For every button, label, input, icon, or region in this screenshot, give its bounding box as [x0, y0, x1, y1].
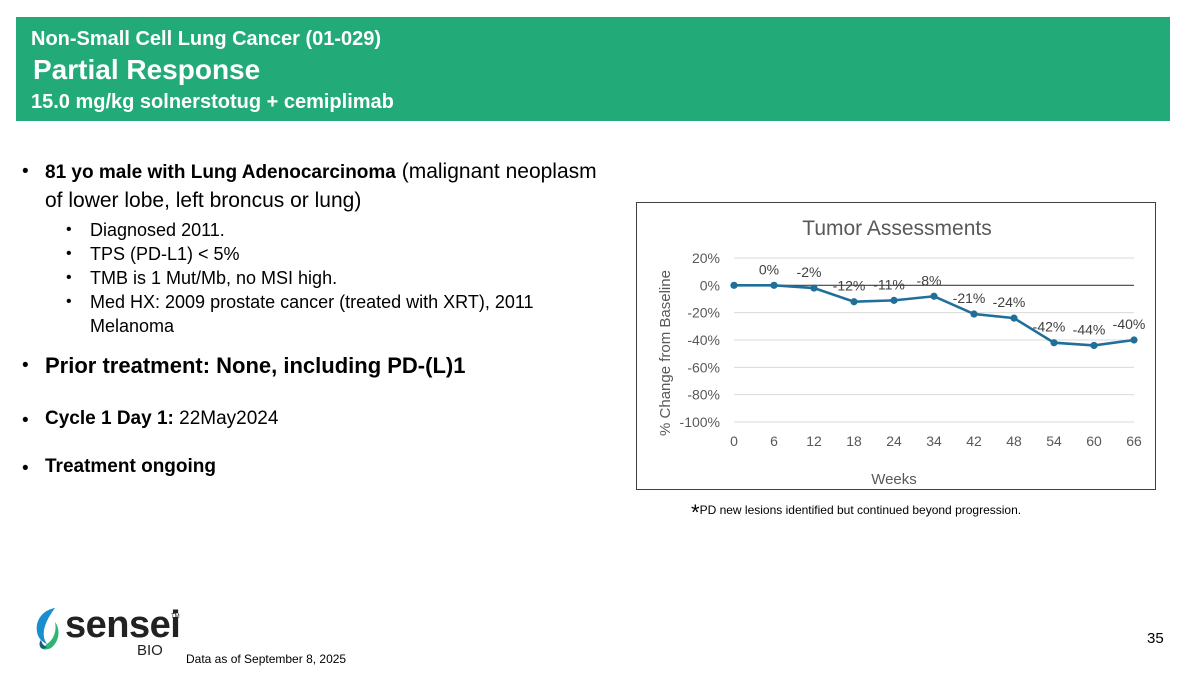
patient-description-detail-2: of lower lobe, left broncus or lung) [45, 189, 362, 212]
data-label: -8% [917, 272, 942, 288]
response-title: Partial Response [33, 54, 261, 85]
company-logo: sensei TM BIO [33, 604, 183, 660]
x-tick-label: 54 [1046, 433, 1062, 449]
y-tick-label: -20% [687, 305, 720, 321]
data-point [730, 281, 738, 289]
y-tick-label: -100% [680, 414, 720, 430]
y-tick-label: 20% [692, 250, 720, 266]
data-label: -21% [953, 290, 986, 306]
data-point [1130, 336, 1138, 344]
logo-bio: BIO [137, 642, 163, 659]
footnote-text: PD new lesions identified but continued … [699, 503, 1022, 517]
logo-trademark: TM [171, 614, 180, 620]
data-point [890, 296, 898, 304]
footnote: *PD new lesions identified but continued… [691, 500, 1021, 526]
patient-sub-list: • Diagnosed 2011. • TPS (PD-L1) < 5% • TMB … [66, 218, 627, 338]
data-label: 0% [759, 261, 779, 277]
indication-title: Non-Small Cell Lung Cancer (01-029) [31, 28, 382, 50]
x-tick-label: 66 [1126, 433, 1142, 449]
x-tick-label: 0 [730, 433, 738, 449]
cycle-bullet: • Cycle 1 Day 1: 22May2024 [22, 408, 279, 431]
data-point [1010, 314, 1018, 322]
y-tick-label: -40% [687, 332, 720, 348]
treatment-status: Treatment ongoing [45, 456, 216, 477]
prior-treatment-bullet: • Prior treatment: None, including PD-(L… [22, 353, 466, 378]
sub-item: • TMB is 1 Mut/Mb, no MSI high. [66, 268, 338, 288]
x-tick-label: 18 [846, 433, 862, 449]
data-label: -24% [993, 294, 1026, 310]
x-tick-label: 42 [966, 433, 982, 449]
data-label: -44% [1073, 321, 1106, 337]
patient-description-detail: (malignant neoplasm [395, 160, 597, 183]
data-point [930, 292, 938, 300]
chart-svg: Tumor Assessments Weeks % Change from Ba… [657, 217, 1146, 488]
x-tick-label: 6 [770, 433, 778, 449]
dose-title: 15.0 mg/kg solnerstotug + cemiplimab [31, 91, 394, 113]
logo-wordmark: sensei [65, 604, 181, 646]
x-axis-label: Weeks [871, 471, 917, 488]
data-point [810, 284, 818, 292]
y-tick-label: 0% [700, 277, 720, 293]
data-point [1050, 339, 1058, 347]
x-tick-label: 12 [806, 433, 822, 449]
data-point [770, 281, 778, 289]
data-point [850, 298, 858, 306]
footnote-star: * [691, 500, 700, 525]
chart-title: Tumor Assessments [802, 217, 991, 240]
patient-description: 81 yo male with Lung Adenocarcinoma [45, 162, 396, 183]
data-label: -12% [833, 278, 866, 294]
page-number: 35 [1147, 630, 1164, 647]
data-label: -40% [1113, 316, 1146, 332]
data-label: -11% [873, 276, 905, 292]
x-tick-label: 34 [926, 433, 942, 449]
patient-bullet: • 81 yo male with Lung Adenocarcinoma (m… [22, 158, 627, 216]
x-tick-label: 60 [1086, 433, 1102, 449]
prior-treatment: Prior treatment: None, including PD-(L)1 [45, 353, 466, 378]
data-point [970, 310, 978, 318]
ongoing-bullet: • Treatment ongoing [22, 456, 216, 479]
data-label: -2% [797, 264, 822, 280]
cycle-date: 22May2024 [173, 408, 279, 429]
y-tick-label: -60% [687, 359, 720, 375]
tumor-assessment-chart: Tumor Assessments Weeks % Change from Ba… [636, 202, 1156, 490]
data-label: -42% [1033, 319, 1066, 335]
cycle-label: Cycle 1 Day 1: [45, 408, 174, 429]
x-tick-label: 24 [886, 433, 902, 449]
case-details: • 81 yo male with Lung Adenocarcinoma (m… [22, 158, 627, 479]
data-point [1090, 341, 1098, 350]
sub-item: • Diagnosed 2011. [66, 220, 225, 240]
x-tick-label: 48 [1006, 433, 1022, 449]
y-axis-label: % Change from Baseline [657, 270, 674, 436]
bullet-marker: • [22, 161, 29, 182]
header-banner: Non-Small Cell Lung Cancer (01-029) Part… [16, 17, 1170, 121]
sub-item: • TPS (PD-L1) < 5% [66, 244, 240, 264]
sub-item: • Med HX: 2009 prostate cancer (treated w… [66, 292, 534, 336]
y-tick-label: -80% [687, 387, 720, 403]
logo-mark-icon [36, 608, 59, 650]
data-as-of: Data as of September 8, 2025 [186, 652, 347, 666]
